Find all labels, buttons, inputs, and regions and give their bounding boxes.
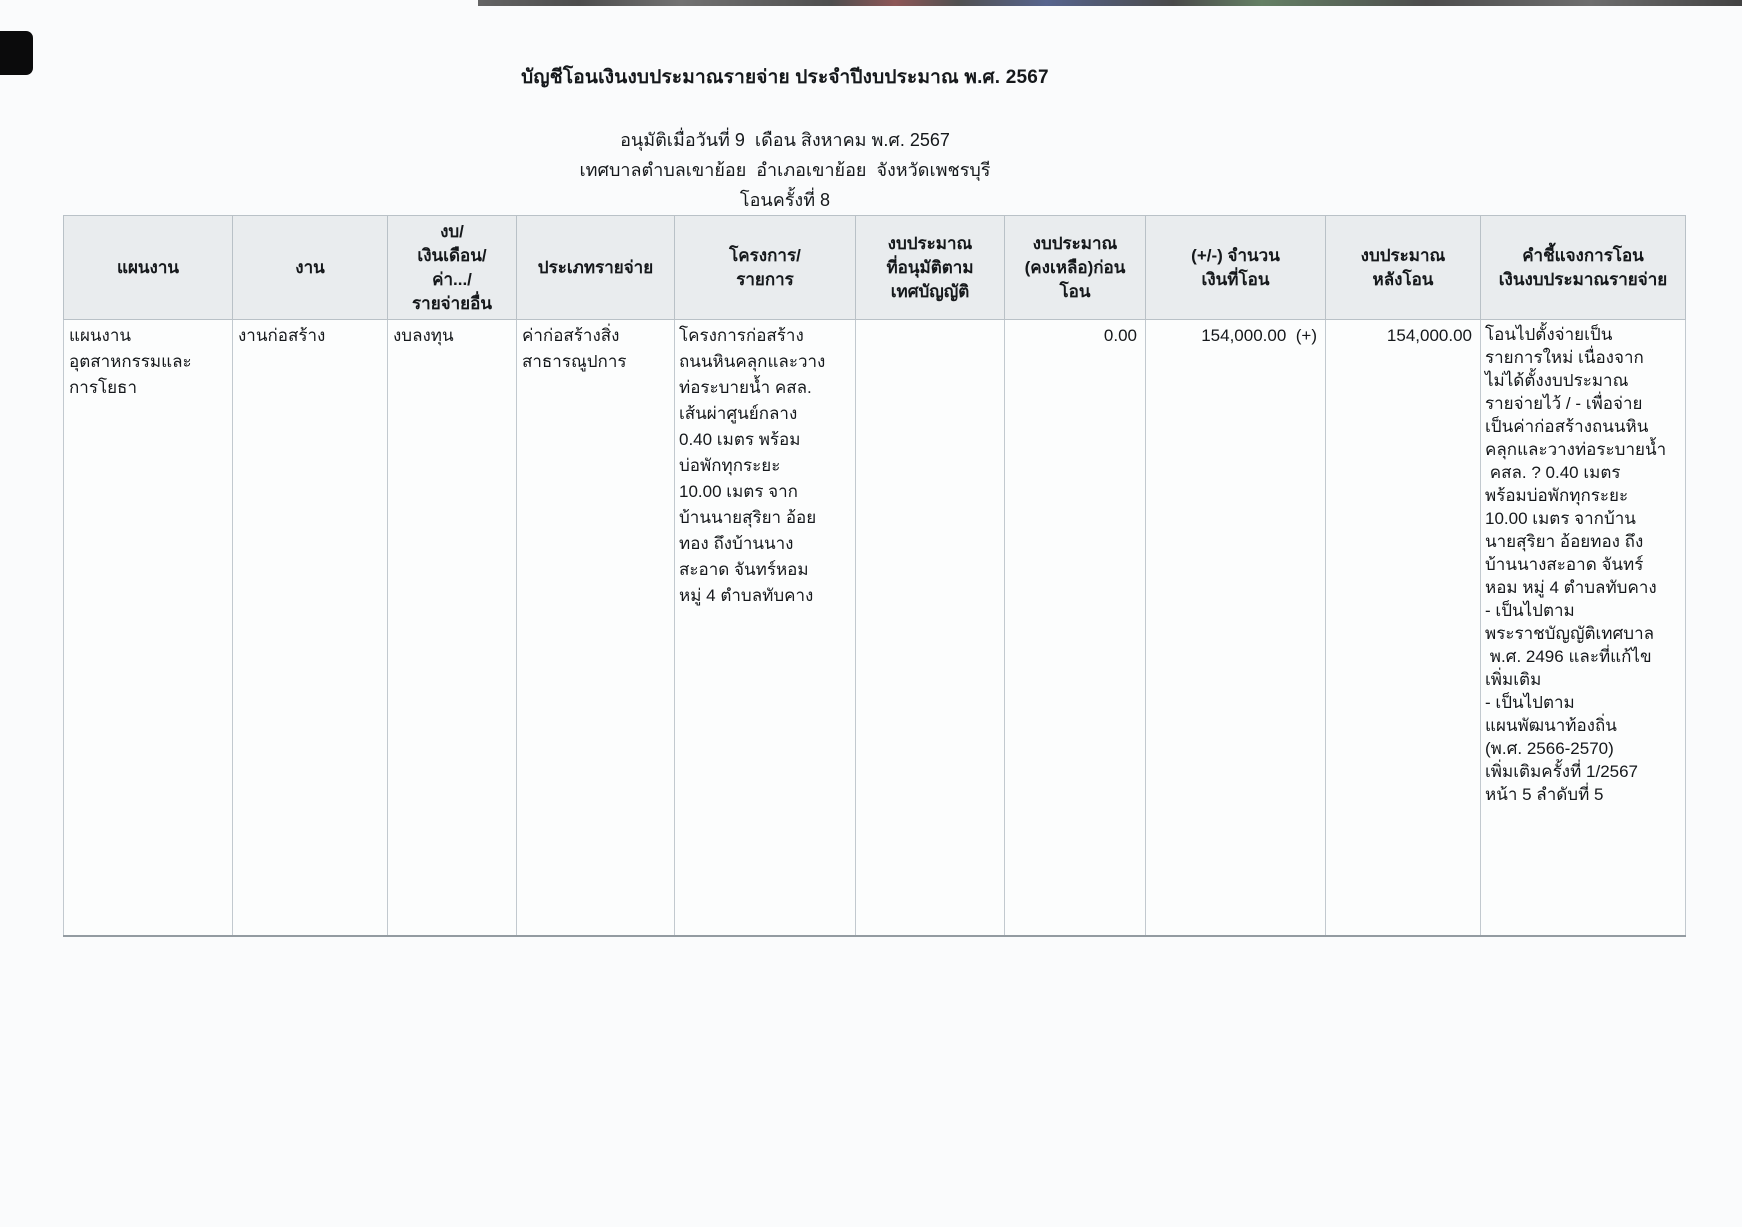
cell-expense-type: ค่าก่อสร้างสิ่ง สาธารณูปการ [516,319,675,937]
cell-project: โครงการก่อสร้าง ถนนหินคลุกและวาง ท่อระบา… [674,319,856,937]
column-header-project: โครงการ/ รายการ [674,215,856,320]
cell-plan: แผนงาน อุตสาหกรรมและ การโยธา [63,319,233,937]
column-header-expense-type: ประเภทรายจ่าย [516,215,675,320]
cell-approved-budget [855,319,1005,937]
column-header-remaining-before: งบประมาณ (คงเหลือ)ก่อน โอน [1004,215,1146,320]
column-header-transfer-amount: (+/-) จำนวน เงินที่โอน [1145,215,1326,320]
approval-date-line: อนุมัติเมื่อวันที่ 9 เดือน สิงหาคม พ.ศ. … [620,130,950,150]
cell-remaining-before: 0.00 [1004,319,1146,937]
column-header-approved-budget: งบประมาณ ที่อนุมัติตาม เทศบัญญัติ [855,215,1005,320]
column-header-plan: แผนงาน [63,215,233,320]
scan-artifact-corner-block [0,31,33,75]
municipality-line: เทศบาลตำบลเขาย้อย อำเภอเขาย้อย จังหวัดเพ… [579,160,991,180]
cell-explanation: โอนไปตั้งจ่ายเป็น รายการใหม่ เนื่องจาก ไ… [1480,319,1686,937]
column-header-work: งาน [232,215,388,320]
table-header-row: แผนงาน งาน งบ/ เงินเดือน/ ค่า.../ รายจ่า… [63,215,1686,320]
column-header-explanation: คำชี้แจงการโอน เงินงบประมาณรายจ่าย [1480,215,1686,320]
transfer-number-line: โอนครั้งที่ 8 [739,190,831,210]
scan-artifact-top-strip [478,0,1742,6]
document-title: บัญชีโอนเงินงบประมาณรายจ่าย ประจำปีงบประ… [521,67,1049,88]
column-header-after-transfer: งบประมาณ หลังโอน [1325,215,1481,320]
column-header-budget-type: งบ/ เงินเดือน/ ค่า.../ รายจ่ายอื่น [387,215,517,320]
table-row: แผนงาน อุตสาหกรรมและ การโยธา งานก่อสร้าง… [63,319,1686,937]
document-header: บัญชีโอนเงินงบประมาณรายจ่าย ประจำปีงบประ… [0,62,1570,215]
cell-after-transfer: 154,000.00 [1325,319,1481,937]
cell-transfer-amount: 154,000.00 (+) [1145,319,1326,937]
budget-transfer-table: แผนงาน งาน งบ/ เงินเดือน/ ค่า.../ รายจ่า… [63,215,1686,937]
cell-budget-type: งบลงทุน [387,319,517,937]
cell-work: งานก่อสร้าง [232,319,388,937]
